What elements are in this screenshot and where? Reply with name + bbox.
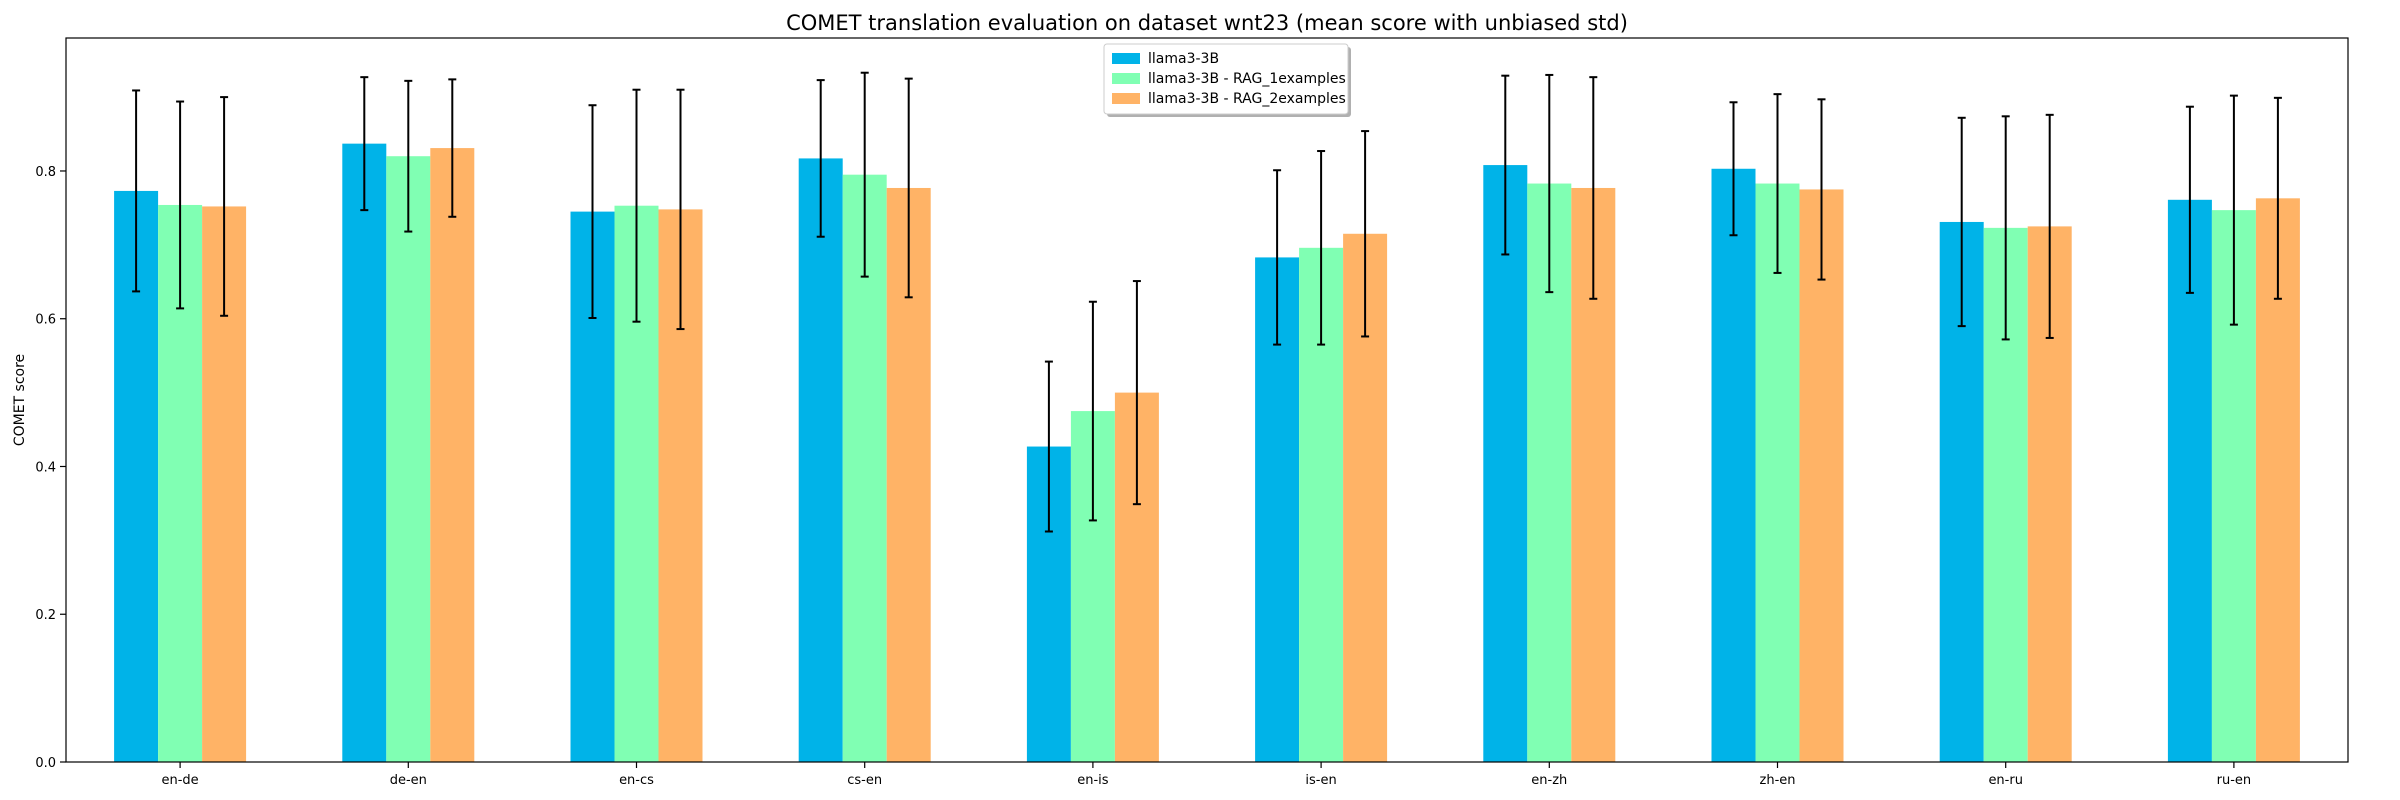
error-bar-en-zh-series-2: [1545, 73, 1554, 294]
error-bar-cs-en-series-3: [904, 77, 913, 299]
x-tick-label-is-en: is-en: [1305, 773, 1336, 788]
y-tick-label: 0.6: [35, 313, 56, 328]
error-bar-ru-en-series-2: [2229, 94, 2238, 326]
chart-title: COMET translation evaluation on dataset …: [786, 11, 1628, 35]
legend-swatch-series-2: [1112, 73, 1140, 84]
plot-area: 0.0 0.2 0.4 0.6 0.8 en-de de-en en-cs cs-en en-is…: [35, 37, 2349, 788]
y-tick-label: 0.4: [35, 460, 56, 475]
x-tick-label-en-cs: en-cs: [619, 773, 654, 788]
x-tick-label-cs-en: cs-en: [847, 773, 882, 788]
y-tick-label: 0.2: [35, 608, 56, 623]
x-tick-label-zh-en: zh-en: [1760, 773, 1796, 788]
error-bar-en-cs-series-2: [632, 88, 641, 323]
error-bar-is-en-series-1: [1273, 169, 1282, 346]
legend-swatch-series-1: [1112, 53, 1140, 64]
error-bar-en-de-series-3: [220, 96, 229, 317]
x-tick-label-en-is: en-is: [1077, 773, 1109, 788]
y-tick-label: 0.0: [35, 756, 56, 771]
error-bar-ru-en-series-1: [2185, 105, 2194, 294]
error-bar-en-zh-series-3: [1589, 76, 1598, 300]
x-tick-label-en-zh: en-zh: [1531, 773, 1567, 788]
error-bar-cs-en-series-1: [816, 79, 825, 238]
error-bar-zh-en-series-3: [1817, 98, 1826, 281]
error-bar-en-zh-series-1: [1501, 74, 1510, 256]
bar-de-en-series-1: [342, 143, 387, 762]
error-bar-en-de-series-1: [132, 89, 141, 293]
error-bar-de-en-series-3: [448, 78, 457, 218]
bar-zh-en-series-1: [1711, 168, 1756, 763]
x-tick-label-en-de: en-de: [162, 773, 199, 788]
bar-cs-en-series-1: [798, 158, 843, 762]
y-tick-label: 0.8: [35, 165, 56, 180]
error-bar-en-ru-series-3: [2045, 113, 2054, 339]
error-bar-ru-en-series-3: [2273, 96, 2282, 300]
error-bar-en-ru-series-2: [2001, 115, 2010, 341]
plot-frame: [65, 37, 2349, 763]
legend-box: [1103, 43, 1349, 115]
x-tick-label-en-ru: en-ru: [1988, 773, 2023, 788]
bar-de-en-series-2: [386, 156, 431, 762]
legend: llama3-3B llama3-3B - RAG_1examples llama3…: [1103, 43, 1351, 117]
error-bar-is-en-series-3: [1361, 130, 1370, 338]
bar-zh-en-series-2: [1755, 183, 1800, 763]
error-bar-en-is-series-2: [1088, 300, 1097, 522]
error-bar-en-cs-series-3: [676, 88, 685, 331]
bar-en-zh-series-1: [1483, 165, 1528, 762]
error-bar-de-en-series-2: [404, 79, 413, 233]
error-bar-zh-en-series-2: [1773, 93, 1782, 274]
legend-label-series-2: llama3-3B - RAG_1examples: [1148, 71, 1346, 87]
error-bar-en-de-series-2: [176, 100, 185, 310]
bar-de-en-series-3: [430, 148, 475, 763]
y-axis-title: COMET score: [12, 354, 28, 446]
bar-zh-en-series-3: [1799, 189, 1844, 762]
legend-label-series-1: llama3-3B: [1148, 51, 1219, 67]
x-tick-label-de-en: de-en: [390, 773, 427, 788]
error-bar-en-is-series-1: [1044, 360, 1053, 533]
error-bar-is-en-series-2: [1317, 150, 1326, 346]
error-bar-de-en-series-1: [360, 76, 369, 212]
legend-swatch-series-3: [1112, 93, 1140, 104]
error-bar-cs-en-series-2: [860, 71, 869, 278]
x-tick-label-ru-en: ru-en: [2217, 773, 2252, 788]
error-bar-en-ru-series-1: [1957, 116, 1966, 328]
legend-label-series-3: llama3-3B - RAG_2examples: [1148, 91, 1346, 107]
error-bar-en-cs-series-1: [588, 104, 597, 319]
error-bar-en-is-series-3: [1132, 280, 1141, 506]
error-bar-zh-en-series-1: [1729, 101, 1738, 237]
